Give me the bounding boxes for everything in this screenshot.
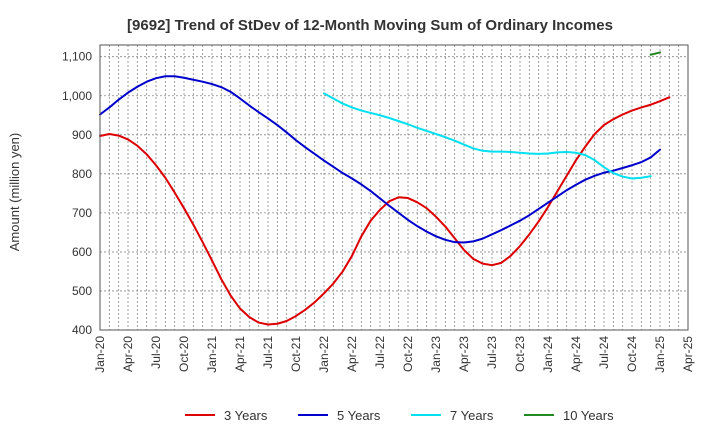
y-tick-label: 400 — [72, 323, 92, 337]
x-tick-label: Apr-20 — [121, 336, 135, 372]
x-tick-label: Jan-23 — [429, 336, 443, 373]
series-line-5-years — [99, 75, 661, 244]
y-tick-label: 700 — [72, 206, 92, 220]
x-tick-label: Apr-24 — [569, 336, 583, 372]
x-tick-label: Jul-21 — [261, 336, 275, 369]
x-tick-label: Oct-23 — [513, 336, 527, 372]
x-tick-label: Oct-20 — [177, 336, 191, 372]
y-tick-label: 1,100 — [62, 50, 92, 64]
legend-label: 3 Years — [224, 408, 268, 423]
plot-frame — [99, 44, 689, 331]
x-tick-label: Jul-20 — [149, 336, 163, 369]
x-tick-label: Jul-24 — [597, 336, 611, 369]
series-line-7-years — [323, 92, 652, 180]
x-tick-label: Apr-21 — [233, 336, 247, 372]
x-tick-labels: Jan-20 Apr-20 Jul-20 Oct-20 Jan-21 Apr-21 Jul-… — [93, 336, 695, 373]
x-tick-label: Oct-21 — [289, 336, 303, 372]
x-tick-label: Apr-25 — [681, 336, 695, 372]
series-layer — [99, 51, 671, 326]
x-tick-label: Oct-22 — [401, 336, 415, 372]
x-tick-label: Jul-23 — [485, 336, 499, 369]
y-tick-label: 600 — [72, 245, 92, 259]
y-tick-labels: 400 500 600 700 800 900 1,000 1,100 — [62, 50, 92, 337]
x-tick-label: Jul-22 — [373, 336, 387, 369]
y-tick-label: 500 — [72, 284, 92, 298]
legend-label: 5 Years — [337, 408, 381, 423]
legend-label: 7 Years — [450, 408, 494, 423]
chart-title: [9692] Trend of StDev of 12-Month Moving… — [127, 17, 613, 34]
x-tick-label: Oct-24 — [625, 336, 639, 372]
x-tick-label: Jan-20 — [93, 336, 107, 373]
x-tick-label: Jan-25 — [653, 336, 667, 373]
grid-layer — [100, 45, 688, 330]
y-tick-label: 1,000 — [62, 89, 92, 103]
x-tick-label: Jan-22 — [317, 336, 331, 373]
x-tick-label: Jan-24 — [541, 336, 555, 373]
x-tick-label: Apr-22 — [345, 336, 359, 372]
y-axis-title: Amount (million yen) — [7, 133, 22, 252]
series-line-10-years — [649, 51, 661, 56]
y-tick-label: 800 — [72, 167, 92, 181]
x-tick-label: Jan-21 — [205, 336, 219, 373]
legend-label: 10 Years — [563, 408, 614, 423]
legend: 3 Years 5 Years 7 Years 10 Years — [185, 408, 614, 423]
series-line-3-years — [99, 96, 671, 326]
x-tick-label: Apr-23 — [457, 336, 471, 372]
y-tick-label: 900 — [72, 128, 92, 142]
